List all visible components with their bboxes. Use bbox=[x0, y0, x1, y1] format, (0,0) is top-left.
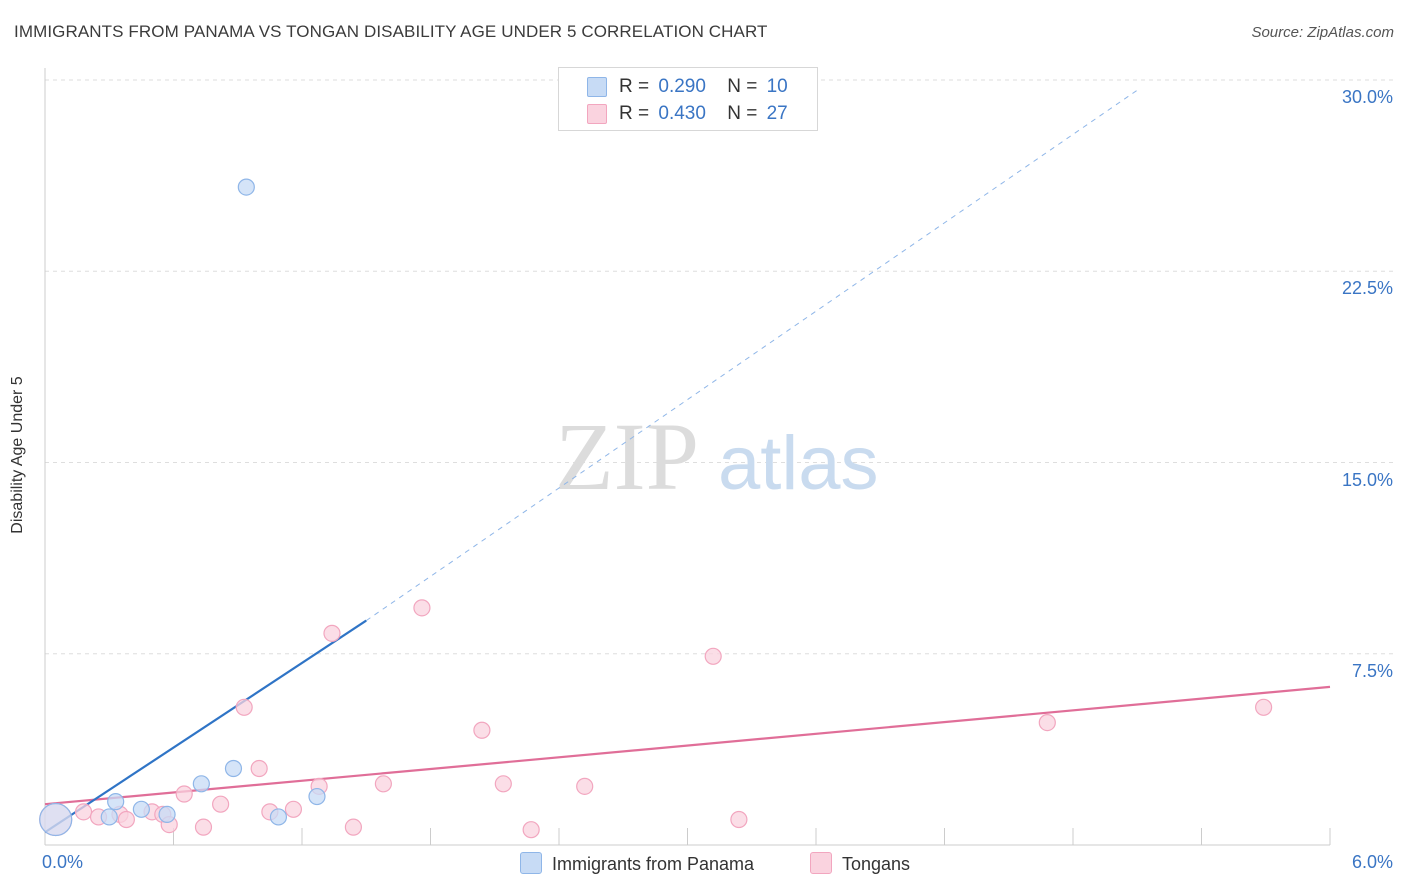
watermark-atlas: atlas bbox=[718, 421, 879, 506]
tongans-swatch bbox=[587, 104, 607, 124]
tongans-point bbox=[194, 818, 213, 836]
tongans-point bbox=[374, 775, 392, 793]
panama-point bbox=[158, 805, 176, 824]
tongans-point bbox=[522, 821, 540, 839]
source-credit: Source: ZipAtlas.com bbox=[1251, 24, 1394, 41]
trend-lines bbox=[44, 89, 1331, 834]
tongans-point bbox=[473, 721, 491, 739]
tongans-point bbox=[117, 810, 135, 829]
panama-legend-swatch bbox=[520, 852, 542, 874]
n-label: N = bbox=[727, 103, 758, 124]
tongans-legend-label: Tongans bbox=[842, 854, 911, 874]
tongans-point bbox=[1255, 698, 1273, 716]
tongans-trend-line bbox=[44, 685, 1331, 806]
panama-point bbox=[237, 178, 255, 196]
n-value: 10 bbox=[766, 76, 788, 97]
tongans-point bbox=[576, 777, 594, 795]
panama-trend-extension bbox=[365, 89, 1138, 622]
tongans-point bbox=[175, 785, 193, 803]
panama-point bbox=[100, 808, 118, 826]
axes bbox=[44, 68, 1331, 846]
legend-item-panama[interactable]: Immigrants from Panama bbox=[520, 852, 754, 875]
stats-legend: R = 0.290 N = 10 R = 0.430 N = 27 bbox=[558, 67, 818, 131]
panama-point bbox=[308, 787, 326, 806]
watermark-zip: ZIP bbox=[555, 403, 699, 510]
panama-point bbox=[192, 775, 210, 793]
gridlines bbox=[45, 79, 1395, 655]
x-tick-label: 6.0% bbox=[1351, 852, 1393, 872]
x-tick-label: 0.0% bbox=[42, 852, 84, 872]
panama-point bbox=[269, 808, 288, 826]
tongans-point bbox=[730, 810, 748, 829]
tongans-point bbox=[494, 775, 512, 793]
panama-point bbox=[132, 800, 150, 818]
tongans-point bbox=[235, 698, 253, 716]
y-tick-label: 15.0% bbox=[1341, 469, 1393, 490]
tongans-point bbox=[323, 624, 341, 642]
panama-trend-line bbox=[44, 619, 367, 834]
r-label: R = bbox=[619, 103, 650, 124]
tongans-point bbox=[344, 818, 362, 836]
tongans-point bbox=[704, 647, 722, 665]
chart-title: IMMIGRANTS FROM PANAMA VS TONGAN DISABIL… bbox=[14, 22, 768, 41]
y-tick-label: 30.0% bbox=[1341, 87, 1393, 107]
panama-swatch bbox=[587, 77, 607, 97]
r-label: R = bbox=[619, 76, 650, 97]
y-tick-label: 7.5% bbox=[1351, 660, 1393, 681]
n-label: N = bbox=[727, 76, 758, 97]
tongans-point bbox=[284, 800, 303, 818]
tongans-point bbox=[212, 795, 230, 813]
tongans-point bbox=[1038, 713, 1056, 732]
y-axis-label: Disability Age Under 5 bbox=[9, 376, 26, 534]
data-points bbox=[39, 178, 1273, 839]
tongans-point bbox=[250, 759, 268, 778]
r-value: 0.290 bbox=[658, 76, 706, 97]
tongans-point bbox=[413, 599, 431, 617]
panama-legend-label: Immigrants from Panama bbox=[552, 854, 755, 874]
tongans-legend-swatch bbox=[810, 852, 832, 874]
legend-item-tongans[interactable]: Tongans bbox=[810, 852, 910, 875]
tongans-point bbox=[74, 803, 93, 821]
n-value: 27 bbox=[766, 103, 788, 124]
y-tick-label: 22.5% bbox=[1341, 278, 1393, 299]
panama-point bbox=[107, 793, 125, 811]
panama-point bbox=[224, 759, 243, 778]
panama-point bbox=[39, 802, 73, 837]
r-value: 0.430 bbox=[658, 103, 706, 124]
